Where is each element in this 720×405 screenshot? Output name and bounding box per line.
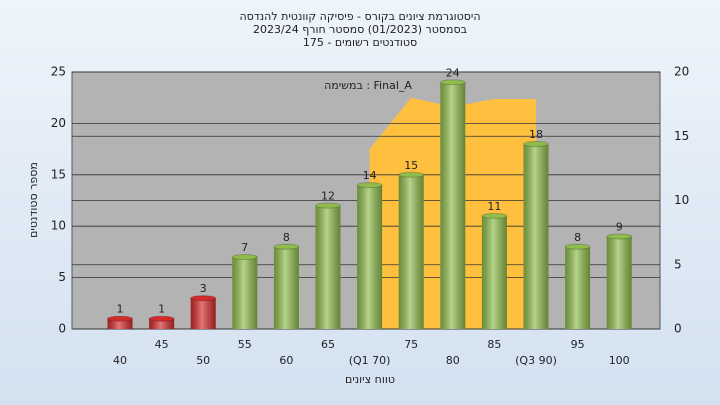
- x-tick-label: 45: [155, 338, 169, 351]
- data-label: 1: [117, 303, 124, 316]
- y-tick-label: 15: [51, 167, 66, 181]
- x-tick-label: (Q3 90): [515, 354, 557, 367]
- bar-cap: [231, 254, 258, 261]
- x-tick-label: 95: [571, 338, 585, 351]
- x-tick-label: 50: [196, 354, 210, 367]
- bar-shade: [357, 185, 383, 329]
- chart-title: סטודנטים רשומים - 175: [303, 36, 417, 49]
- x-tick-label: 75: [404, 338, 418, 351]
- bar-shade: [565, 246, 591, 329]
- bar-cap: [107, 315, 133, 322]
- bar-cap: [398, 171, 425, 178]
- data-label: 3: [200, 282, 207, 295]
- bar-shade: [190, 298, 216, 329]
- x-tick-label: 85: [487, 338, 501, 351]
- y-tick-label: 5: [58, 270, 66, 284]
- bar-cap: [439, 79, 466, 86]
- y-axis-label: מספר סטודנטים: [27, 162, 40, 238]
- x-axis-label: טווח ציונים: [345, 373, 395, 386]
- data-label: 18: [529, 128, 543, 141]
- data-label: 9: [616, 220, 623, 233]
- bar-cap: [190, 295, 217, 302]
- x-tick-label: 60: [279, 354, 293, 367]
- bar-cap: [148, 315, 175, 322]
- bar-cap: [564, 243, 591, 250]
- x-tick-label: (Q1 70): [349, 354, 391, 367]
- chart-title: בסמסטר (01/2023) סמסטר חורף 2023/24: [253, 23, 467, 36]
- bar-shade: [232, 257, 258, 329]
- y-tick-label: 0: [58, 322, 66, 336]
- bar-shade: [273, 246, 299, 329]
- bar-cap: [356, 182, 383, 189]
- x-tick-label: 55: [238, 338, 252, 351]
- annotation: במשימה : Final_A: [324, 79, 412, 92]
- data-label: 12: [321, 190, 335, 203]
- data-label: 1: [158, 303, 165, 316]
- y2-tick-label: 10: [674, 193, 689, 207]
- y2-tick-label: 0: [674, 322, 682, 336]
- bar-shade: [398, 174, 424, 329]
- bar-shade: [481, 215, 507, 329]
- data-label: 15: [404, 159, 418, 172]
- x-tick-label: 65: [321, 338, 335, 351]
- data-label: 7: [241, 241, 248, 254]
- bar-shade: [149, 318, 175, 329]
- data-label: 11: [487, 200, 501, 213]
- bar-cap: [273, 243, 300, 250]
- data-label: 14: [363, 169, 377, 182]
- data-label: 8: [283, 231, 290, 244]
- data-label: 8: [574, 231, 581, 244]
- bar-shade: [440, 82, 466, 329]
- chart-title: היסטוגרמת ציונים בקורס - פיסיקה קוונטית …: [239, 10, 480, 23]
- x-tick-label: 100: [609, 354, 630, 367]
- data-label: 24: [446, 66, 460, 79]
- y2-tick-label: 15: [674, 129, 689, 143]
- x-tick-label: 40: [113, 354, 127, 367]
- y-tick-label: 10: [51, 219, 66, 233]
- bar-shade: [107, 318, 133, 329]
- x-tick-label: 80: [446, 354, 460, 367]
- y-tick-label: 25: [51, 65, 66, 79]
- bar-shade: [523, 143, 549, 329]
- y2-tick-label: 5: [674, 257, 682, 271]
- y-tick-label: 20: [51, 116, 66, 130]
- bar-cap: [315, 202, 341, 209]
- bar-cap: [523, 140, 549, 147]
- bar-cap: [606, 233, 633, 240]
- bar-shade: [606, 236, 632, 329]
- bar-cap: [481, 212, 508, 219]
- y2-tick-label: 20: [674, 65, 689, 79]
- bar-shade: [315, 205, 341, 329]
